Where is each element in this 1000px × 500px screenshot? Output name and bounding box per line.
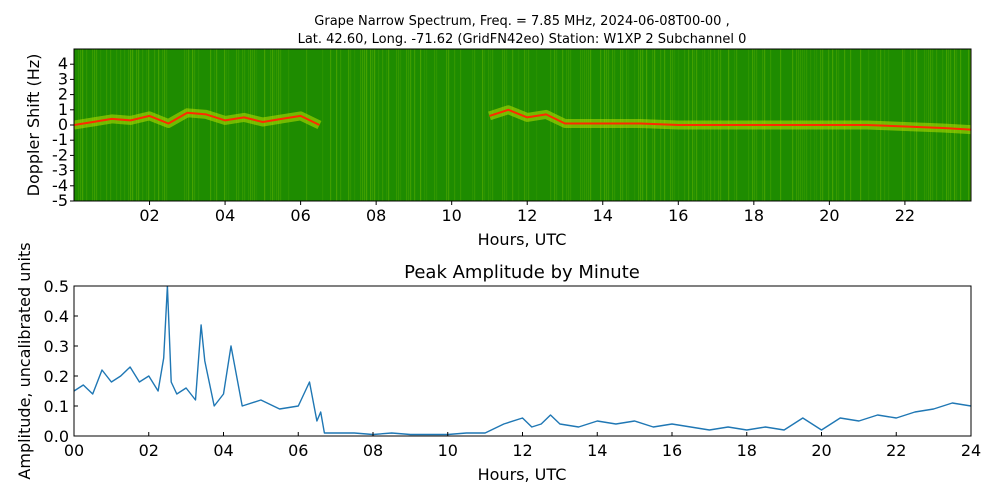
spectrogram-x-tick-label: 20 bbox=[819, 206, 839, 225]
spectrogram-x-tick-label: 06 bbox=[290, 206, 310, 225]
spectrogram-signal-peak bbox=[489, 108, 971, 131]
spectrogram-y-tick-label: 2 bbox=[58, 85, 68, 104]
amplitude-y-tick-label: 0.1 bbox=[44, 397, 69, 416]
spectrogram-signal-peak bbox=[74, 111, 320, 126]
amplitude-y-tick-label: 0.4 bbox=[44, 307, 69, 326]
spectrogram-x-tick-label: 22 bbox=[895, 206, 915, 225]
amplitude-y-tick-label: 0.2 bbox=[44, 367, 69, 386]
amplitude-y-tick-label: 0.0 bbox=[44, 427, 69, 446]
figure-title-line-2: Lat. 42.60, Long. -71.62 (GridFN42eo) St… bbox=[298, 32, 747, 47]
spectrogram-y-tick-label: 4 bbox=[58, 54, 68, 73]
amplitude-x-tick-label: 18 bbox=[737, 441, 757, 460]
amplitude-y-label: Amplitude, uncalibrated units bbox=[15, 242, 34, 479]
amplitude-x-tick-label: 20 bbox=[811, 441, 831, 460]
spectrogram-x-tick-label: 08 bbox=[366, 206, 386, 225]
spectrogram-x-tick-label: 10 bbox=[442, 206, 462, 225]
spectrogram-y-tick-label: -2 bbox=[52, 145, 68, 164]
spectrogram-x-tick-label: 12 bbox=[517, 206, 537, 225]
amplitude-x-tick-label: 10 bbox=[438, 441, 458, 460]
amplitude-x-tick-label: 14 bbox=[587, 441, 607, 460]
amplitude-y-tick-label: 0.5 bbox=[44, 277, 69, 296]
spectrogram-y-label: Doppler Shift (Hz) bbox=[24, 54, 43, 197]
amplitude-x-tick-label: 06 bbox=[288, 441, 308, 460]
amplitude-x-tick-label: 24 bbox=[961, 441, 981, 460]
spectrogram-y-tick-label: -1 bbox=[52, 130, 68, 149]
amplitude-plot-area bbox=[74, 286, 971, 436]
spectrogram-x-tick-label: 16 bbox=[668, 206, 688, 225]
spectrogram-y-tick-label: -3 bbox=[52, 161, 68, 180]
amplitude-x-tick-label: 16 bbox=[662, 441, 682, 460]
amplitude-y-tick-label: 0.3 bbox=[44, 337, 69, 356]
spectrogram-y-tick-label: 3 bbox=[58, 69, 68, 88]
amplitude-x-tick-label: 04 bbox=[213, 441, 233, 460]
spectrogram-x-tick-label: 18 bbox=[744, 206, 764, 225]
amplitude-title: Peak Amplitude by Minute bbox=[404, 262, 640, 283]
spectrogram-x-tick-label: 04 bbox=[215, 206, 235, 225]
amplitude-x-tick-label: 02 bbox=[139, 441, 159, 460]
amplitude-panel: Peak Amplitude by Minute 00 02 04 06 08 10 12 1… bbox=[15, 242, 981, 484]
amplitude-line bbox=[74, 286, 971, 436]
amplitude-x-tick-label: 00 bbox=[64, 441, 84, 460]
amplitude-x-label: Hours, UTC bbox=[478, 465, 567, 484]
amplitude-x-tick-label: 22 bbox=[886, 441, 906, 460]
amplitude-x-tick-label: 08 bbox=[363, 441, 383, 460]
spectrogram-x-tick-label: 14 bbox=[593, 206, 613, 225]
spectrogram-y-tick-label: -4 bbox=[52, 176, 68, 195]
spectrogram-y-tick-label: 1 bbox=[58, 100, 68, 119]
amplitude-x-tick-label: 12 bbox=[512, 441, 532, 460]
spectrogram-y-tick-label: 0 bbox=[58, 115, 68, 134]
spectrogram-x-tick-label: 02 bbox=[139, 206, 159, 225]
figure-title-line-1: Grape Narrow Spectrum, Freq. = 7.85 MHz,… bbox=[314, 14, 729, 29]
spectrogram-x-label: Hours, UTC bbox=[478, 230, 567, 249]
spectrogram-y-tick-label: -5 bbox=[52, 191, 68, 210]
